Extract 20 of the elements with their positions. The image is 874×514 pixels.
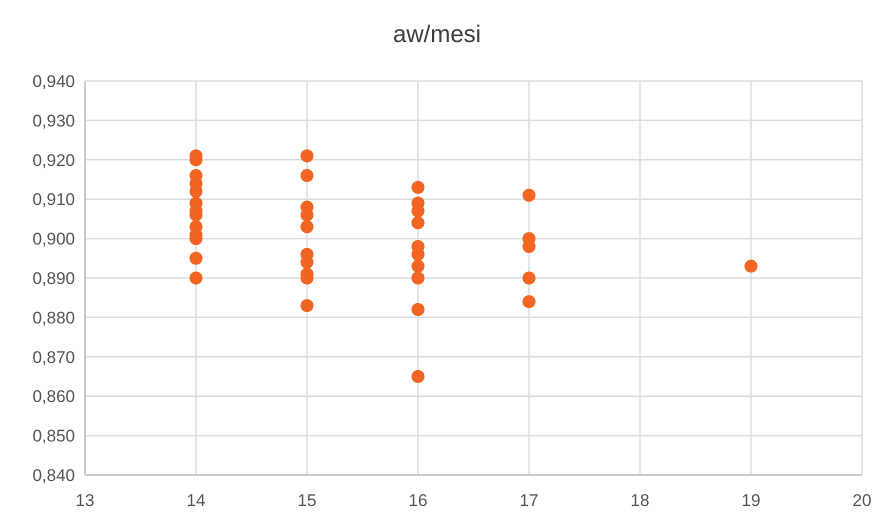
y-tick-label: 0,860 <box>32 387 75 406</box>
y-tick-label: 0,840 <box>32 466 75 485</box>
x-tick-label: 17 <box>520 491 538 510</box>
y-tick-label: 0,890 <box>32 268 75 288</box>
x-tick-label: 13 <box>76 491 94 510</box>
y-tick-label: 0,880 <box>32 308 75 328</box>
y-tick-label: 0,910 <box>32 190 75 210</box>
chart-title: aw/mesi <box>392 21 482 48</box>
x-tick-label: 20 <box>852 491 872 510</box>
y-tick-label: 0,850 <box>32 426 75 446</box>
x-tick-label: 18 <box>630 491 650 510</box>
y-tick-label: 0,900 <box>32 230 75 249</box>
y-tick-label: 0,940 <box>32 72 75 91</box>
y-tick-label: 0,920 <box>32 150 75 170</box>
y-tick-label: 0,930 <box>32 111 75 130</box>
x-tick-label: 19 <box>742 491 760 510</box>
y-tick-label: 0,870 <box>32 348 75 367</box>
x-tick-label: 16 <box>408 491 428 510</box>
x-tick-label: 14 <box>186 491 206 510</box>
x-tick-label: 15 <box>298 491 316 510</box>
